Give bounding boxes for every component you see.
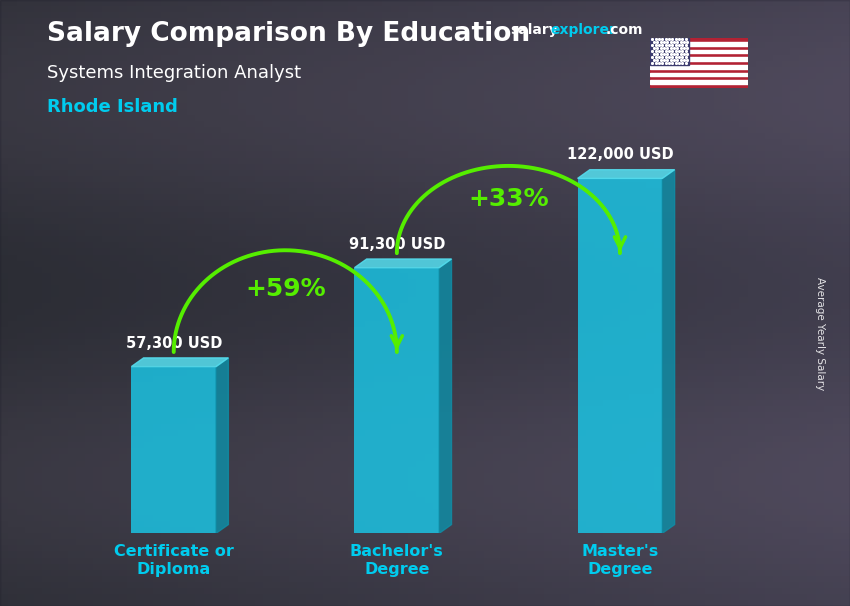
Bar [578, 178, 662, 533]
Bar [650, 42, 748, 46]
Text: Systems Integration Analyst: Systems Integration Analyst [47, 64, 301, 82]
Text: +33%: +33% [468, 187, 549, 211]
Polygon shape [578, 170, 675, 178]
Text: Average Yearly Salary: Average Yearly Salary [815, 277, 825, 390]
Bar [650, 50, 748, 53]
Text: 91,300 USD: 91,300 USD [348, 237, 445, 251]
Text: 57,300 USD: 57,300 USD [126, 336, 222, 351]
Bar [650, 38, 689, 65]
Bar [650, 80, 748, 84]
Polygon shape [131, 358, 229, 367]
Polygon shape [354, 259, 451, 268]
Text: Rhode Island: Rhode Island [47, 98, 178, 116]
Text: 122,000 USD: 122,000 USD [567, 147, 673, 162]
Polygon shape [439, 259, 451, 533]
Bar [650, 58, 748, 61]
Bar [354, 268, 439, 533]
Text: explorer: explorer [551, 23, 617, 37]
Polygon shape [662, 170, 675, 533]
Text: Salary Comparison By Education: Salary Comparison By Education [47, 21, 530, 47]
Polygon shape [216, 358, 229, 533]
Text: salary: salary [510, 23, 558, 37]
Bar [650, 65, 748, 68]
Text: .com: .com [605, 23, 643, 37]
Text: +59%: +59% [245, 277, 326, 301]
Bar [650, 73, 748, 76]
Bar [131, 367, 216, 533]
